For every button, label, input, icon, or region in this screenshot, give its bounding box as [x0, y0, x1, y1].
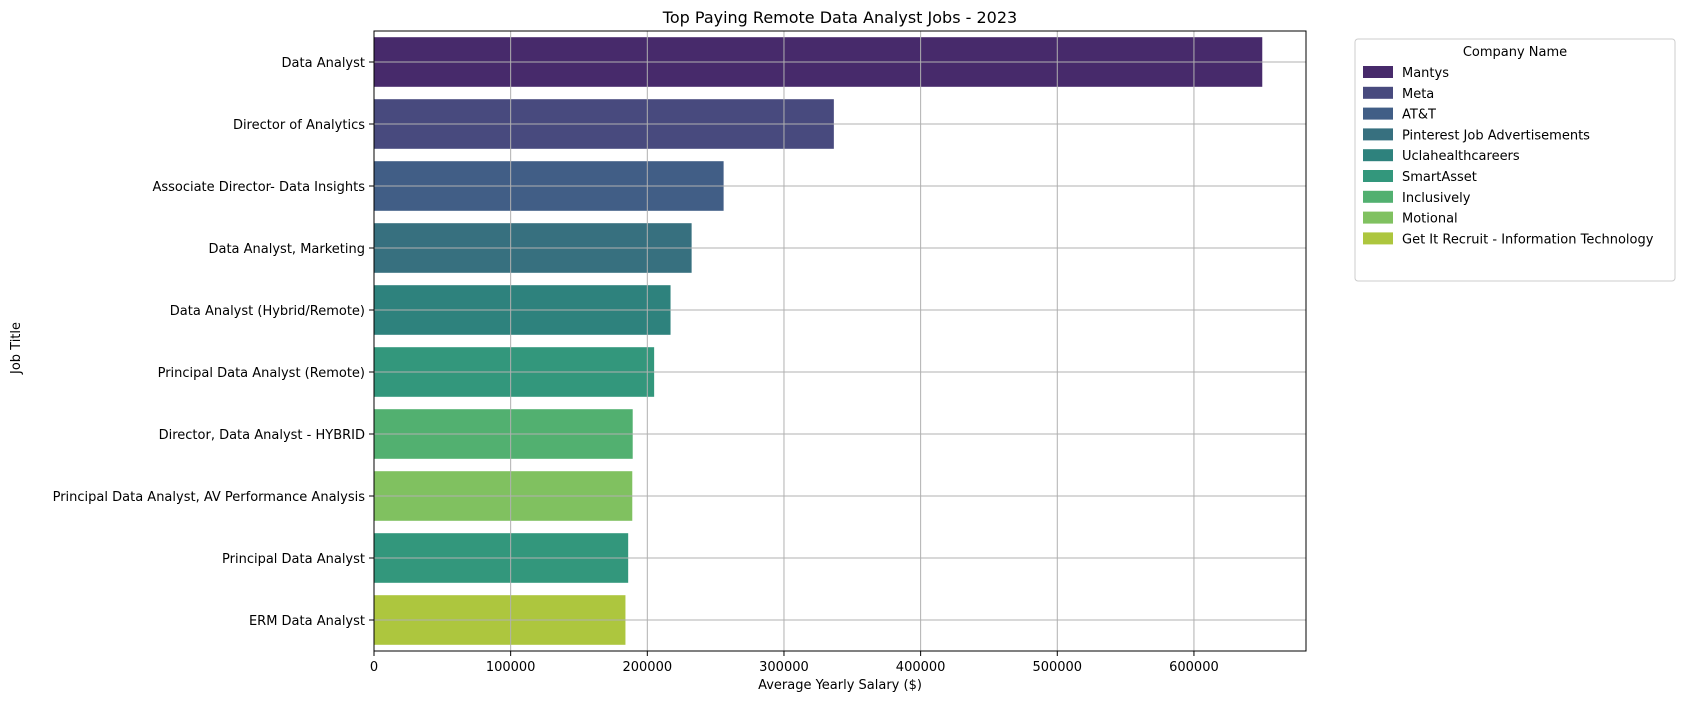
y-tick-label-6: Director, Data Analyst - HYBRID — [159, 428, 365, 443]
legend-title: Company Name — [1463, 45, 1567, 60]
legend-swatch-7 — [1363, 190, 1393, 203]
x-tick-label-1: 100000 — [486, 660, 536, 675]
y-tick-label-9: ERM Data Analyst — [249, 614, 365, 629]
legend-label-1: Mantys — [1402, 66, 1449, 81]
legend-swatch-8 — [1363, 211, 1393, 224]
y-tick-label-0: Data Analyst — [282, 56, 365, 71]
legend-label-4: Pinterest Job Advertisements — [1402, 128, 1590, 143]
legend-label-2: Meta — [1402, 87, 1434, 102]
legend-label-6: SmartAsset — [1402, 170, 1477, 185]
legend-label-5: Uclahealthcareers — [1402, 149, 1520, 164]
axes: 0 100000 200000 300000 400000 500000 600000 Dat… — [53, 30, 1307, 675]
plot-frame — [373, 30, 1307, 652]
legend-swatch-9 — [1363, 232, 1393, 245]
legend: Company Name Mantys Meta AT&T Pinterest Job… — [1354, 38, 1676, 282]
legend-label-7: Inclusively — [1402, 191, 1471, 206]
legend-frame — [1354, 38, 1676, 282]
x-tick-label-2: 200000 — [622, 660, 672, 675]
y-tick-label-3: Data Analyst, Marketing — [208, 242, 365, 257]
y-tick-label-5: Principal Data Analyst (Remote) — [158, 366, 365, 381]
legend-label-8: Motional — [1402, 212, 1458, 227]
legend-label-3: AT&T — [1402, 108, 1436, 123]
x-axis-title: Average Yearly Salary ($) — [758, 678, 922, 693]
y-tick-label-4: Data Analyst (Hybrid/Remote) — [170, 304, 365, 319]
x-tick-label-5: 500000 — [1032, 660, 1082, 675]
legend-swatch-3 — [1363, 107, 1393, 120]
legend-swatch-6 — [1363, 170, 1393, 182]
y-tick-label-7: Principal Data Analyst, AV Performance A… — [53, 490, 366, 505]
y-tick-label-2: Associate Director- Data Insights — [152, 180, 365, 195]
x-tick-label-4: 400000 — [896, 660, 946, 675]
chart-title: Top Paying Remote Data Analyst Jobs - 20… — [662, 8, 1017, 27]
legend-swatch-2 — [1363, 86, 1393, 99]
x-tick-label-6: 600000 — [1169, 660, 1219, 675]
y-tick-label-1: Director of Analytics — [233, 118, 365, 133]
legend-swatch-4 — [1363, 128, 1393, 141]
y-axis-title: Job Title — [9, 322, 24, 375]
legend-label-9: Get It Recruit - Information Technology — [1402, 232, 1654, 247]
bars — [374, 37, 1263, 645]
x-tick-label-3: 300000 — [759, 660, 809, 675]
legend-swatch-1 — [1363, 66, 1393, 78]
legend-swatch-5 — [1363, 149, 1393, 162]
y-tick-label-8: Principal Data Analyst — [222, 552, 365, 567]
x-tick-label-0: 0 — [370, 660, 378, 675]
